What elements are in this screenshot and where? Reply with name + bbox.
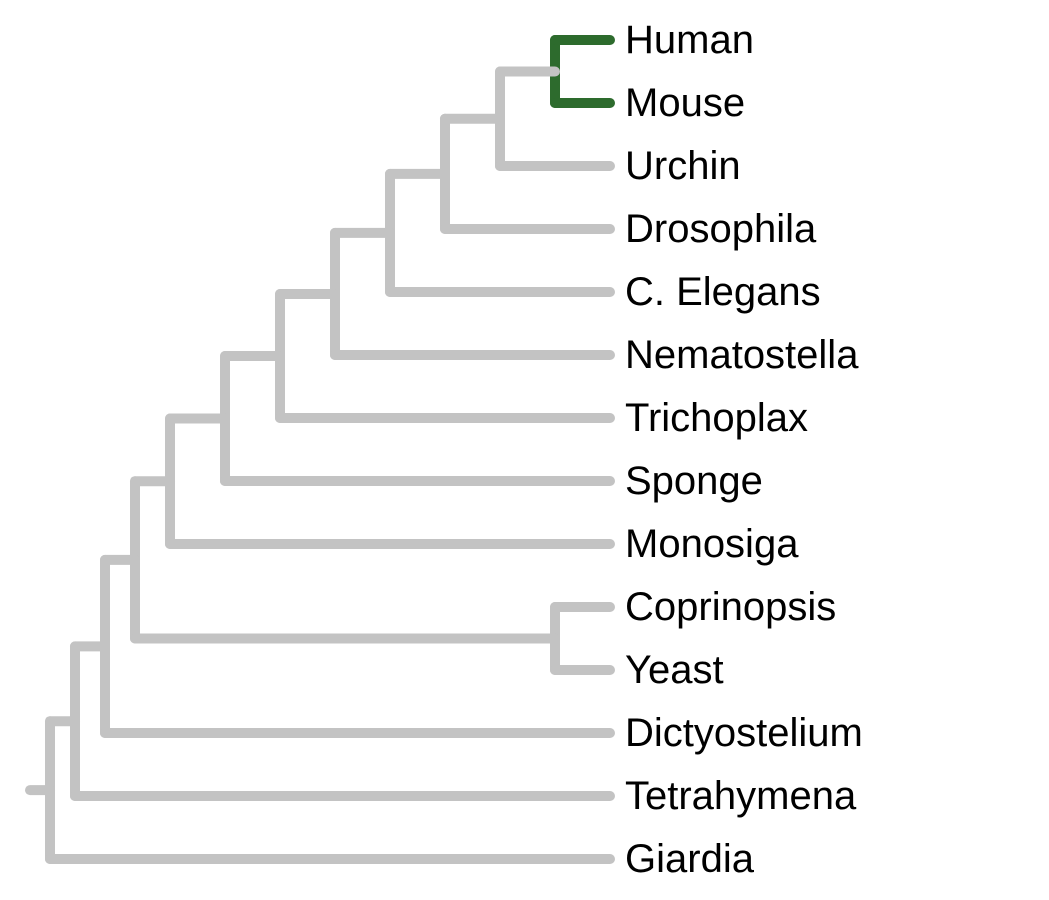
tree-leaf-label: Nematostella [625, 335, 858, 375]
tree-leaf-label: Giardia [625, 839, 754, 879]
tree-leaf-label: Sponge [625, 461, 763, 501]
phylogenetic-tree: Human Mouse Urchin Drosophila C. Elegans Nema… [0, 0, 1049, 900]
tree-leaf-label: Monosiga [625, 524, 798, 564]
tree-leaf-label: Urchin [625, 146, 741, 186]
tree-leaf-label: Trichoplax [625, 398, 808, 438]
tree-leaf-label: Human [625, 20, 754, 60]
tree-leaf-label: C. Elegans [625, 272, 821, 312]
tree-branches-svg [0, 0, 1049, 900]
tree-leaf-label: Drosophila [625, 209, 816, 249]
tree-leaf-label: Yeast [625, 650, 724, 690]
tree-leaf-label: Dictyostelium [625, 713, 863, 753]
tree-leaf-label: Coprinopsis [625, 587, 836, 627]
tree-leaf-label: Tetrahymena [625, 776, 856, 816]
tree-leaf-label: Mouse [625, 83, 745, 123]
